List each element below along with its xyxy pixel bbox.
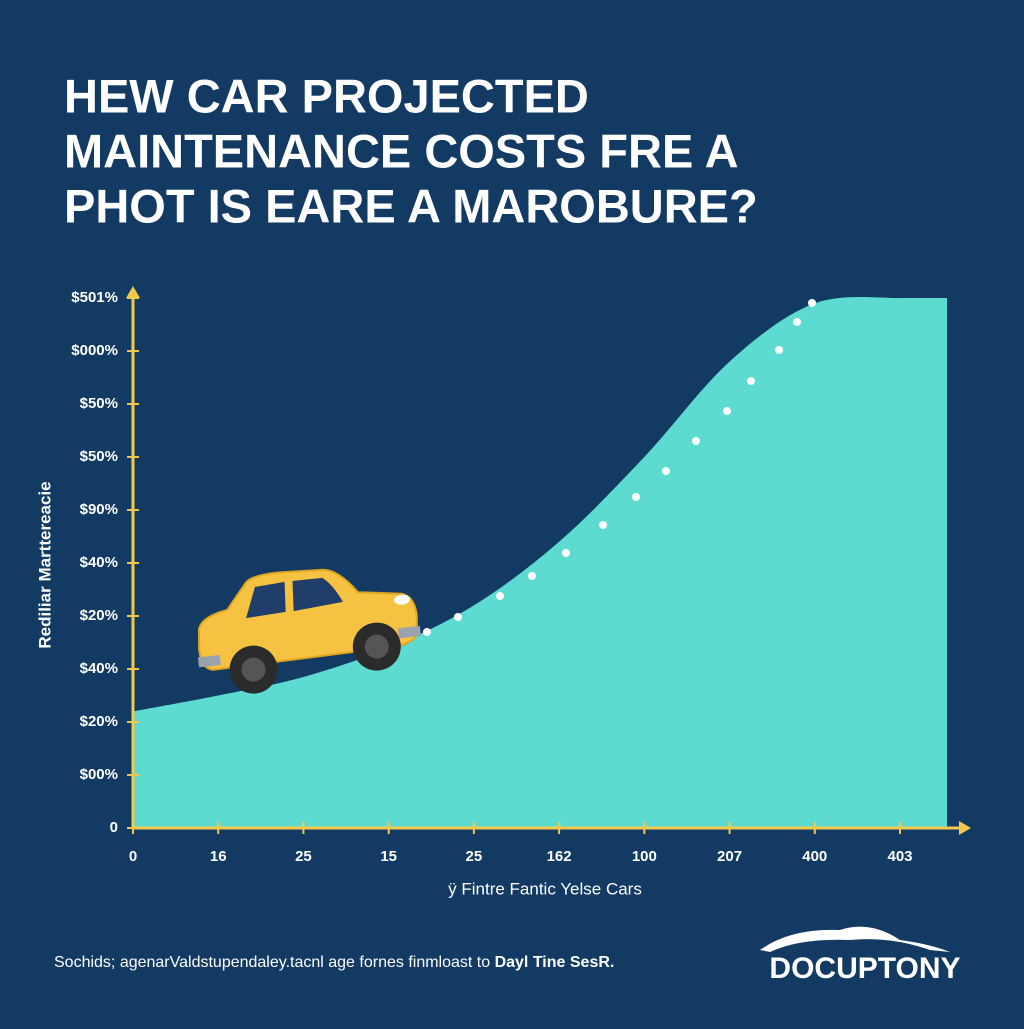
trail-dot [747, 377, 755, 385]
logo-icon [760, 926, 950, 952]
trail-dot [423, 628, 431, 636]
x-tick-label: 207 [717, 848, 742, 865]
y-tick-label: $000% [71, 342, 118, 359]
x-tick-label: 100 [632, 848, 657, 865]
y-tick-label: $50% [80, 448, 118, 465]
y-tick-label: $40% [80, 554, 118, 571]
y-axis-arrow [126, 286, 140, 298]
x-tick-label: 403 [887, 848, 912, 865]
trail-dot [496, 592, 504, 600]
x-tick-label: 0 [129, 848, 137, 865]
y-tick-label: $20% [80, 713, 118, 730]
trail-dot [562, 549, 570, 557]
source-note: Sochids; agenarValdstupendaley.tacnl age… [54, 954, 614, 971]
trail-dot [808, 299, 816, 307]
plot-area: 0 $00% $20% $40% $20% $40% $90% $50% $50% $000% $5… [71, 286, 971, 865]
source-text: Sochids; agenarValdstupendaley.tacnl age… [54, 954, 495, 971]
source-emphasis: Dayl Tine SesR. [495, 954, 615, 971]
y-tick-label: $40% [80, 660, 118, 677]
y-tick-label: $90% [80, 501, 118, 518]
y-tick-label: $501% [71, 289, 118, 306]
x-axis-label: ÿ Fintre Fantic Yelse Cars [448, 879, 642, 898]
trail-dot [528, 572, 536, 580]
y-axis-label: Rediliar Marttereacie [35, 481, 54, 648]
y-tick-label: $50% [80, 395, 118, 412]
trail-dot [454, 613, 462, 621]
trail-dot [632, 493, 640, 501]
x-tick-label: 16 [210, 848, 227, 865]
trail-dot [723, 407, 731, 415]
car-illustration [197, 568, 421, 694]
chart-title: HEW CAR PROJECTED [64, 69, 589, 122]
x-tick-label: 25 [466, 848, 483, 865]
x-tick-label: 15 [380, 848, 397, 865]
trail-dot [692, 437, 700, 445]
trail-dot [599, 521, 607, 529]
x-tick-label: 162 [547, 848, 572, 865]
area [133, 296, 947, 828]
chart-title: PHOT IS EARE A MAROBURE? [64, 179, 758, 232]
y-tick-label: $00% [80, 766, 118, 783]
chart-title: MAINTENANCE COSTS FRE A [64, 124, 739, 177]
y-tick-label: $20% [80, 607, 118, 624]
x-tick-label: 25 [295, 848, 312, 865]
trail-dot [793, 318, 801, 326]
x-axis-arrow [959, 821, 971, 835]
trail-dot [775, 346, 783, 354]
y-tick-label: 0 [110, 819, 118, 836]
trail-dot [662, 467, 670, 475]
logo: DOCUPTONY [769, 952, 960, 985]
x-tick-label: 400 [802, 848, 827, 865]
